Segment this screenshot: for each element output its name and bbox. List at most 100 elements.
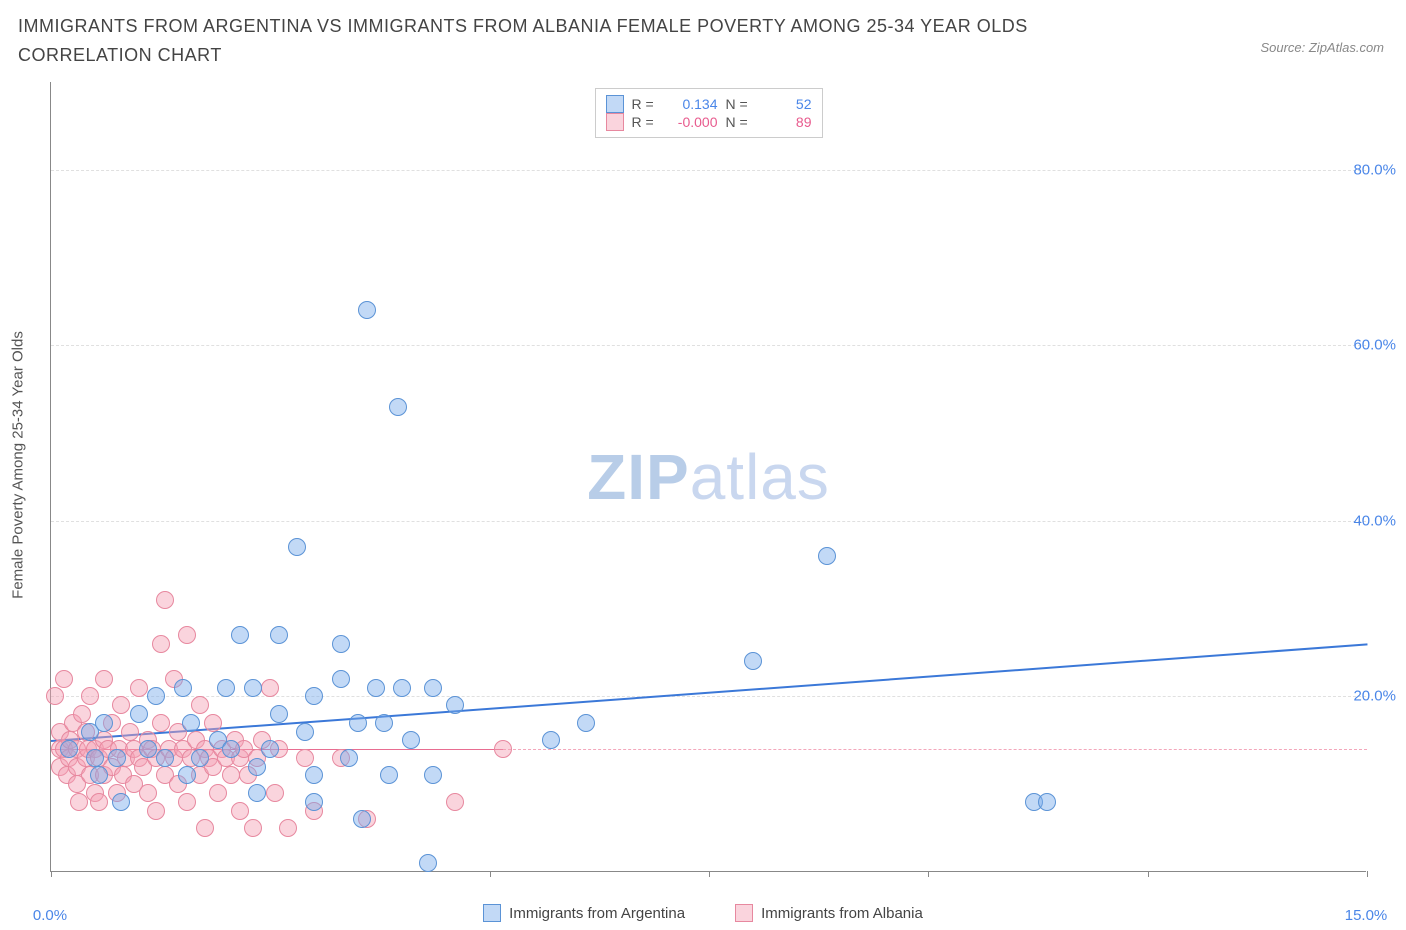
data-point-argentina: [182, 714, 200, 732]
data-point-argentina: [340, 749, 358, 767]
data-point-albania: [130, 679, 148, 697]
data-point-argentina: [818, 547, 836, 565]
data-point-albania: [152, 714, 170, 732]
data-point-argentina: [393, 679, 411, 697]
data-point-argentina: [108, 749, 126, 767]
data-point-albania: [266, 784, 284, 802]
data-point-argentina: [60, 740, 78, 758]
data-point-argentina: [367, 679, 385, 697]
data-point-argentina: [288, 538, 306, 556]
data-point-argentina: [349, 714, 367, 732]
data-point-argentina: [542, 731, 560, 749]
data-point-albania: [139, 784, 157, 802]
r-label: R =: [632, 96, 658, 112]
x-tick-label: 15.0%: [1345, 907, 1388, 924]
swatch-albania: [606, 113, 624, 131]
data-point-albania: [46, 687, 64, 705]
n-value-albania: 89: [760, 114, 812, 130]
data-point-albania: [222, 766, 240, 784]
data-point-argentina: [244, 679, 262, 697]
legend-label-argentina: Immigrants from Argentina: [509, 905, 685, 922]
data-point-argentina: [402, 731, 420, 749]
legend-item-argentina: Immigrants from Argentina: [483, 904, 685, 922]
data-point-albania: [231, 802, 249, 820]
data-point-argentina: [296, 723, 314, 741]
y-tick-label: 20.0%: [1353, 688, 1396, 705]
n-label: N =: [726, 114, 752, 130]
data-point-albania: [152, 635, 170, 653]
r-label: R =: [632, 114, 658, 130]
swatch-argentina: [483, 904, 501, 922]
stats-legend: R = 0.134 N = 52 R = -0.000 N = 89: [595, 88, 823, 138]
data-point-argentina: [217, 679, 235, 697]
data-point-argentina: [389, 398, 407, 416]
data-point-argentina: [178, 766, 196, 784]
x-tick: [51, 871, 52, 877]
legend-item-albania: Immigrants from Albania: [735, 904, 923, 922]
data-point-argentina: [231, 626, 249, 644]
data-point-argentina: [270, 626, 288, 644]
x-tick: [490, 871, 491, 877]
data-point-argentina: [744, 652, 762, 670]
data-point-argentina: [248, 784, 266, 802]
data-point-argentina: [95, 714, 113, 732]
data-point-albania: [296, 749, 314, 767]
series-legend: Immigrants from Argentina Immigrants fro…: [0, 904, 1406, 922]
swatch-albania: [735, 904, 753, 922]
y-tick-label: 60.0%: [1353, 337, 1396, 354]
data-point-argentina: [305, 766, 323, 784]
legend-label-albania: Immigrants from Albania: [761, 905, 923, 922]
data-point-albania: [494, 740, 512, 758]
gridline-h: [51, 696, 1366, 697]
x-tick: [1367, 871, 1368, 877]
data-point-argentina: [191, 749, 209, 767]
data-point-argentina: [112, 793, 130, 811]
data-point-albania: [178, 793, 196, 811]
data-point-albania: [209, 784, 227, 802]
x-tick-label: 0.0%: [33, 907, 67, 924]
n-value-argentina: 52: [760, 96, 812, 112]
data-point-argentina: [90, 766, 108, 784]
data-point-argentina: [380, 766, 398, 784]
data-point-argentina: [577, 714, 595, 732]
swatch-argentina: [606, 95, 624, 113]
data-point-albania: [55, 670, 73, 688]
stats-row-argentina: R = 0.134 N = 52: [606, 95, 812, 113]
gridline-h: [51, 170, 1366, 171]
data-point-argentina: [353, 810, 371, 828]
data-point-argentina: [222, 740, 240, 758]
x-tick: [1148, 871, 1149, 877]
data-point-argentina: [424, 679, 442, 697]
plot-area: ZIPatlas R = 0.134 N = 52 R = -0.000 N =…: [50, 82, 1366, 872]
n-label: N =: [726, 96, 752, 112]
stats-row-albania: R = -0.000 N = 89: [606, 113, 812, 131]
y-tick-label: 80.0%: [1353, 161, 1396, 178]
data-point-argentina: [332, 635, 350, 653]
gridline-h: [51, 345, 1366, 346]
r-value-albania: -0.000: [666, 114, 718, 130]
data-point-albania: [81, 687, 99, 705]
data-point-argentina: [248, 758, 266, 776]
data-point-albania: [204, 714, 222, 732]
data-point-albania: [73, 705, 91, 723]
data-point-argentina: [424, 766, 442, 784]
data-point-argentina: [139, 740, 157, 758]
data-point-albania: [244, 819, 262, 837]
data-point-albania: [261, 679, 279, 697]
data-point-albania: [178, 626, 196, 644]
data-point-albania: [156, 591, 174, 609]
source-credit: Source: ZipAtlas.com: [1260, 40, 1384, 55]
x-tick: [709, 871, 710, 877]
trend-line: [503, 749, 1367, 750]
data-point-argentina: [305, 687, 323, 705]
r-value-argentina: 0.134: [666, 96, 718, 112]
y-axis-label: Female Poverty Among 25-34 Year Olds: [10, 331, 27, 599]
data-point-argentina: [305, 793, 323, 811]
x-tick: [928, 871, 929, 877]
y-tick-label: 40.0%: [1353, 512, 1396, 529]
data-point-argentina: [130, 705, 148, 723]
data-point-albania: [191, 696, 209, 714]
data-point-albania: [90, 793, 108, 811]
data-point-argentina: [174, 679, 192, 697]
data-point-argentina: [147, 687, 165, 705]
